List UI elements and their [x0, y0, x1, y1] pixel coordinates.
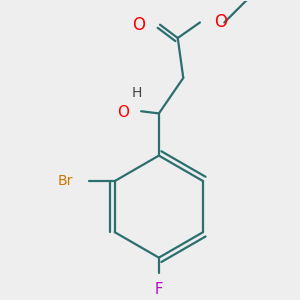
Text: Br: Br	[57, 174, 73, 188]
Text: F: F	[155, 282, 163, 297]
Text: O: O	[117, 105, 129, 120]
Text: H: H	[131, 86, 142, 100]
Text: O: O	[133, 16, 146, 34]
Text: O: O	[214, 14, 227, 32]
